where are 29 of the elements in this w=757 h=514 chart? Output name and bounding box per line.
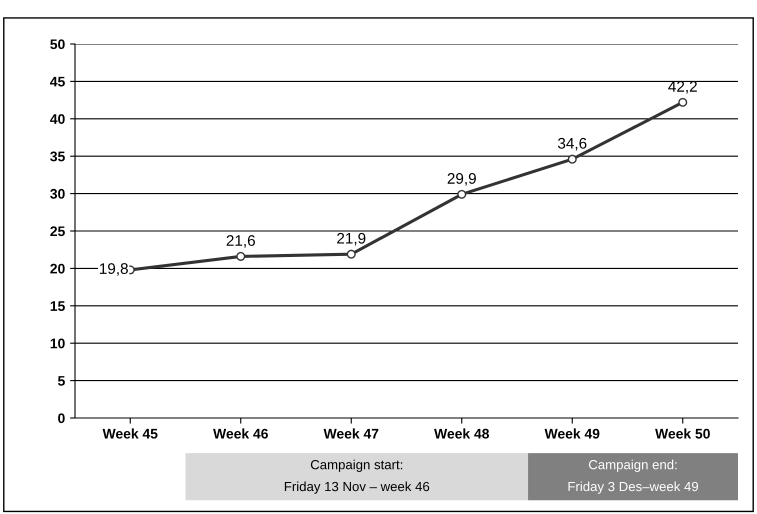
x-tick-label: Week 48 xyxy=(434,428,489,439)
y-tick-label: 50 xyxy=(50,39,65,50)
text: Campaign start: Friday 13 Nov – week 46 xyxy=(284,460,430,494)
x-tick-label: Week 50 xyxy=(655,428,710,439)
y-tick-label: 30 xyxy=(50,188,65,199)
point xyxy=(236,252,246,261)
point xyxy=(457,190,466,199)
y-tick-label: 15 xyxy=(50,301,65,311)
x-tick-label: Week 45 xyxy=(102,428,158,439)
y-tick-label: 45 xyxy=(50,76,65,87)
y-tick-label: 10 xyxy=(50,338,65,348)
y-tick-label: 5 xyxy=(58,376,65,386)
point xyxy=(568,154,577,164)
data-label: 19,8 xyxy=(100,263,128,276)
y-tick-label: 20 xyxy=(50,264,65,274)
data-label: 21,6 xyxy=(226,235,255,248)
y-tick-label: 40 xyxy=(50,114,65,124)
point xyxy=(678,98,688,107)
y-tick-label: 35 xyxy=(50,152,65,162)
x-tick-label: Week 46 xyxy=(213,428,268,439)
data-label: 34,6 xyxy=(558,138,586,150)
text: Campaign end: Friday 3 Des–week 49 xyxy=(568,460,698,494)
y-tick-label: 25 xyxy=(50,226,65,236)
x-tick-label: Week 47 xyxy=(324,428,378,439)
point xyxy=(346,250,356,259)
y-tick-label: 0 xyxy=(58,413,65,424)
data-label: 21,9 xyxy=(337,232,366,246)
x-tick-label: Week 49 xyxy=(544,428,600,439)
data-label: 29,9 xyxy=(448,173,476,186)
